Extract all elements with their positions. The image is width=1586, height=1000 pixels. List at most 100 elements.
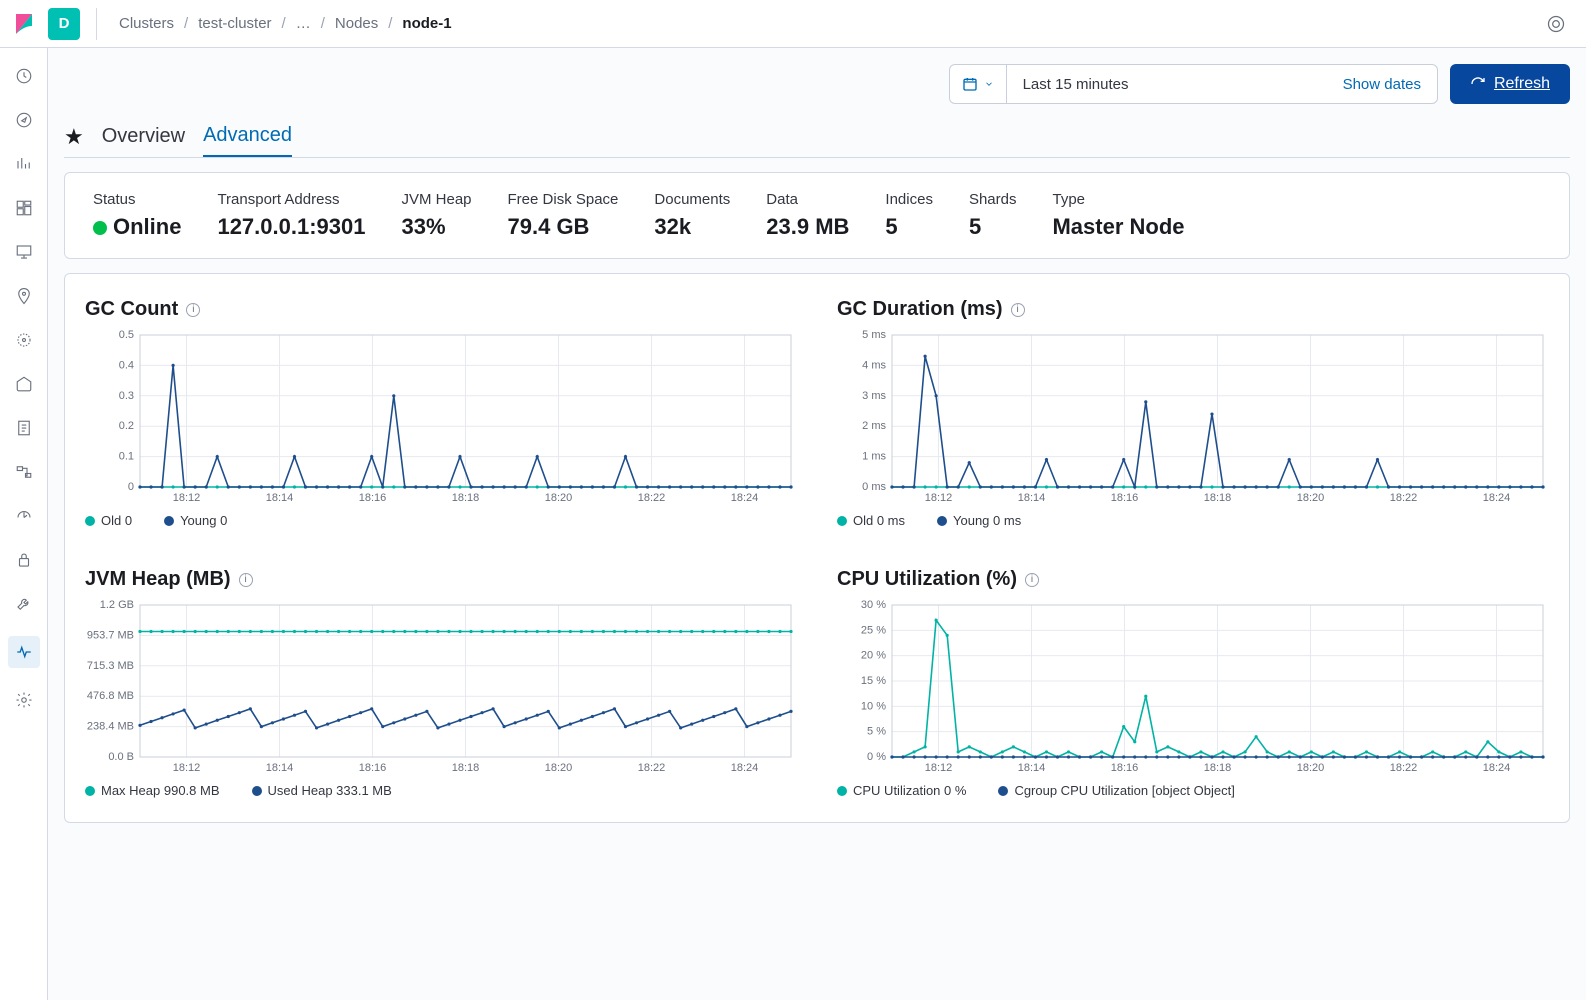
legend-dot [164,516,174,526]
crumb-node: node-1 [396,15,457,32]
legend-label: Young 0 [180,513,227,528]
tab-overview[interactable]: Overview [102,117,185,156]
stat-label: Shards [969,191,1017,208]
uptime-icon[interactable] [12,504,36,528]
svg-text:18:12: 18:12 [173,492,201,504]
kibana-logo[interactable] [8,8,40,40]
visualize-icon[interactable] [12,152,36,176]
legend-label: Used Heap 333.1 MB [268,783,392,798]
svg-text:18:24: 18:24 [731,492,759,504]
crumb-ellipsis[interactable]: … [290,15,317,32]
svg-text:0.1: 0.1 [119,451,134,463]
svg-text:18:20: 18:20 [1297,492,1325,504]
ml-icon[interactable] [12,328,36,352]
stat-label: Free Disk Space [508,191,619,208]
legend-item[interactable]: Old 0 ms [837,513,905,528]
svg-text:18:16: 18:16 [1111,492,1139,504]
siem-icon[interactable] [12,548,36,572]
stat-value: 23.9 MB [766,214,849,240]
svg-text:18:12: 18:12 [925,762,953,774]
stat-label: Documents [654,191,730,208]
logs-icon[interactable] [12,416,36,440]
legend-dot [937,516,947,526]
stat-label: Data [766,191,849,208]
stat-documents: Documents 32k [654,191,730,240]
svg-text:18:16: 18:16 [359,492,387,504]
info-icon[interactable]: i [186,303,200,317]
recent-icon[interactable] [12,64,36,88]
legend-item[interactable]: Used Heap 333.1 MB [252,783,392,798]
crumb-clusters[interactable]: Clusters [113,15,180,32]
dev-tools-icon[interactable] [12,592,36,616]
stat-label: Type [1052,191,1184,208]
info-icon[interactable]: i [1025,573,1039,587]
breadcrumb: Clusters / test-cluster / … / Nodes / no… [113,15,458,32]
stat-type: Type Master Node [1052,191,1184,240]
legend-dot [998,786,1008,796]
legend-item[interactable]: Cgroup CPU Utilization [object Object] [998,783,1234,798]
quick-select-button[interactable] [950,65,1007,103]
svg-text:18:20: 18:20 [1297,762,1325,774]
svg-text:15 %: 15 % [861,675,886,687]
svg-text:953.7 MB: 953.7 MB [87,629,134,641]
svg-text:0 %: 0 % [867,751,886,763]
svg-text:18:14: 18:14 [266,762,294,774]
chart-gc-duration: GC Duration (ms)i 0 ms1 ms2 ms3 ms4 ms5 … [837,298,1549,528]
svg-text:4 ms: 4 ms [862,359,886,371]
dashboard-icon[interactable] [12,196,36,220]
legend-dot [252,786,262,796]
legend-item[interactable]: Young 0 ms [937,513,1021,528]
stat-value: Online [113,214,181,239]
legend-dot [85,786,95,796]
svg-text:0.5: 0.5 [119,329,134,341]
date-range-label[interactable]: Last 15 minutes [1007,76,1327,93]
canvas-icon[interactable] [12,240,36,264]
info-icon[interactable]: i [1011,303,1025,317]
info-icon[interactable]: i [239,573,253,587]
svg-text:238.4 MB: 238.4 MB [87,721,134,733]
stat-label: Indices [885,191,933,208]
refresh-button[interactable]: Refresh [1450,64,1570,104]
space-selector[interactable]: D [48,8,80,40]
svg-text:18:22: 18:22 [1390,492,1418,504]
stat-value: 127.0.0.1:9301 [217,214,365,240]
svg-text:476.8 MB: 476.8 MB [87,690,134,702]
legend-label: Old 0 [101,513,132,528]
refresh-label: Refresh [1494,75,1550,93]
legend-label: Max Heap 990.8 MB [101,783,220,798]
management-icon[interactable] [12,688,36,712]
svg-text:18:12: 18:12 [925,492,953,504]
help-icon[interactable] [1546,14,1566,34]
star-icon: ★ [64,124,84,150]
svg-text:20 %: 20 % [861,650,886,662]
show-dates-button[interactable]: Show dates [1327,76,1437,93]
chart-title-text: GC Duration (ms) [837,298,1003,321]
svg-text:0: 0 [128,481,134,493]
svg-text:18:24: 18:24 [1483,762,1511,774]
crumb-cluster[interactable]: test-cluster [192,15,277,32]
apm-icon[interactable] [12,460,36,484]
svg-text:0.3: 0.3 [119,390,134,402]
legend-dot [85,516,95,526]
legend-item[interactable]: Young 0 [164,513,227,528]
legend-item[interactable]: Max Heap 990.8 MB [85,783,220,798]
status-dot [93,221,107,235]
svg-text:10 %: 10 % [861,700,886,712]
header-right [1546,14,1578,34]
infra-icon[interactable] [12,372,36,396]
chart-legend: Old 0 ms Young 0 ms [837,513,1549,528]
stat-label: Transport Address [217,191,365,208]
discover-icon[interactable] [12,108,36,132]
stat-label: Status [93,191,181,208]
maps-icon[interactable] [12,284,36,308]
svg-text:18:18: 18:18 [1204,762,1232,774]
svg-text:18:14: 18:14 [1018,492,1046,504]
monitoring-icon[interactable] [8,636,40,668]
legend-item[interactable]: Old 0 [85,513,132,528]
charts-panel: GC Counti 00.10.20.30.40.518:1218:1418:1… [64,273,1570,823]
crumb-nodes[interactable]: Nodes [329,15,384,32]
tab-advanced[interactable]: Advanced [203,116,292,157]
legend-item[interactable]: CPU Utilization 0 % [837,783,966,798]
svg-text:2 ms: 2 ms [862,420,886,432]
svg-text:5 ms: 5 ms [862,329,886,341]
